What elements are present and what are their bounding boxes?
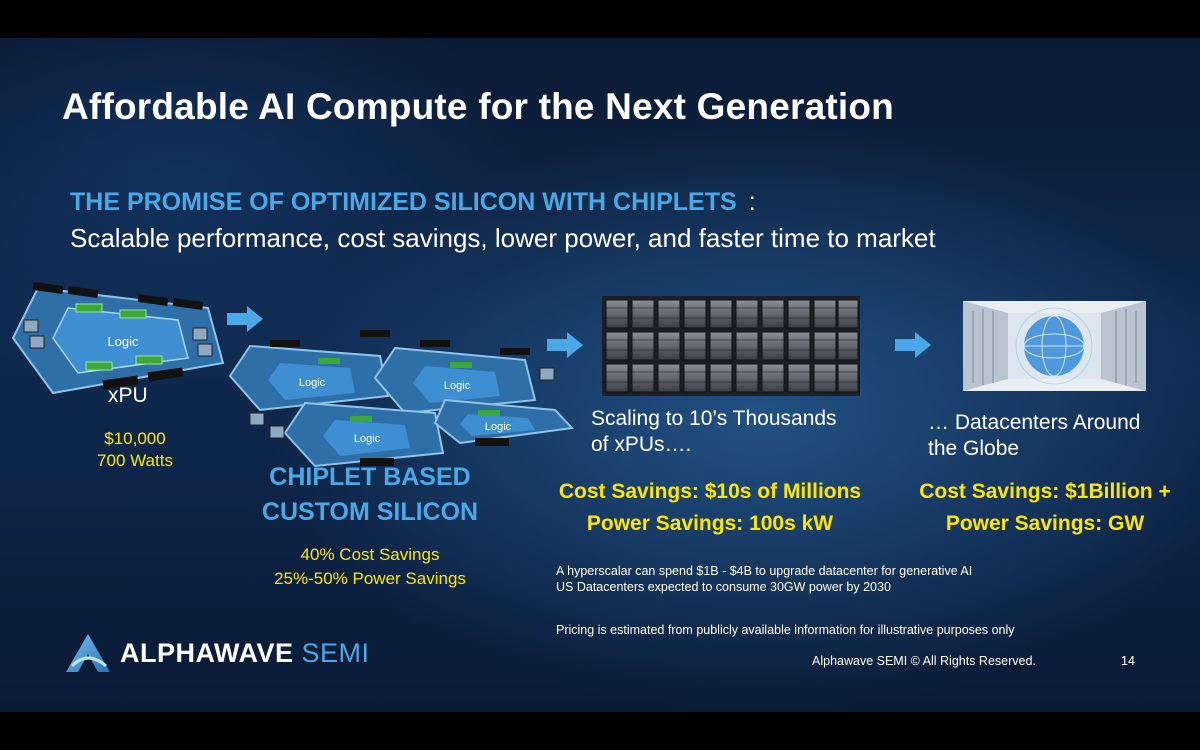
xpu-price: $10,000 [104, 429, 166, 448]
logo-name: ALPHAWAVE [120, 638, 294, 668]
chiplet-title-line2: CUSTOM SILICON [261, 498, 479, 526]
chiplet-cost-savings: 40% Cost Savings [300, 545, 440, 564]
slide-title: Affordable AI Compute for the Next Gener… [62, 86, 894, 127]
slide: Affordable AI Compute for the Next Gener… [0, 38, 1200, 712]
xpu-power: 700 Watts [97, 451, 173, 470]
scaling-cost-savings: Cost Savings: $10s of Millions [558, 480, 862, 503]
company-logo-wordmark: ALPHAWAVE SEMI [120, 638, 370, 669]
server-rack-array-illustration [602, 296, 860, 396]
scaling-power-savings: Power Savings: 100s kW [586, 512, 834, 535]
chiplet-power-savings: 25%-50% Power Savings [274, 569, 466, 588]
chiplet-logic-label-4: Logic [485, 421, 512, 433]
scaling-caption: Scaling to 10’s Thousands of xPUs…. [591, 406, 881, 458]
datacenter-cost-savings: Cost Savings: $1Billion + [919, 480, 1171, 503]
xpu-logic-label: Logic [107, 334, 139, 349]
promise-colon: : [748, 188, 756, 216]
chiplet-logic-label-3: Logic [354, 433, 381, 445]
scaling-line1: Scaling to 10’s Thousands [591, 407, 837, 430]
scaling-line2: of xPUs…. [591, 433, 692, 456]
alphawave-logo-icon [66, 634, 110, 672]
pricing-disclaimer: Pricing is estimated from publicly avail… [556, 623, 1015, 637]
promise-headline-text: THE PROMISE OF OPTIMIZED SILICON WITH CH… [70, 188, 737, 216]
datacenter-line2: the Globe [928, 437, 1020, 460]
xpu-chip-illustration: Logic [11, 281, 225, 395]
chiplet-logic-label-1: Logic [299, 377, 326, 389]
promise-subline: Scalable performance, cost savings, lowe… [70, 223, 936, 253]
scaling-savings: Cost Savings: $10s of Millions Power Sav… [520, 476, 900, 540]
footnotes: A hyperscalar can spend $1B - $4B to upg… [556, 563, 972, 595]
chiplet-title-line1: CHIPLET BASED [269, 463, 471, 491]
datacenter-savings: Cost Savings: $1Billion + Power Savings:… [895, 476, 1195, 540]
arrow-right-icon [547, 332, 583, 358]
datacenter-globe-illustration [963, 301, 1146, 391]
xpu-price-block: $10,000 700 Watts [80, 428, 190, 472]
chiplet-logic-label-2: Logic [444, 380, 471, 392]
logo-suffix: SEMI [301, 638, 370, 668]
footer-copyright: Alphawave SEMI © All Rights Reserved. [812, 654, 1036, 668]
datacenter-line1: … Datacenters Around [928, 411, 1141, 434]
datacenter-power-savings: Power Savings: GW [945, 512, 1145, 535]
footnote-power: US Datacenters expected to consume 30GW … [556, 580, 891, 594]
chiplet-title: CHIPLET BASED CUSTOM SILICON [240, 460, 500, 530]
chiplet-tile-4: Logic [433, 398, 575, 445]
footnote-spend: A hyperscalar can spend $1B - $4B to upg… [556, 564, 973, 578]
xpu-label: xPU [108, 384, 148, 407]
chiplet-savings: 40% Cost Savings 25%-50% Power Savings [245, 543, 495, 591]
arrow-right-icon [895, 332, 931, 358]
arrow-right-icon [227, 306, 263, 332]
promise-headline: THE PROMISE OF OPTIMIZED SILICON WITH CH… [70, 188, 756, 217]
chiplet-tile-2: Logic [373, 346, 537, 415]
chiplet-tile-3: Logic [283, 401, 445, 468]
page-number: 14 [1121, 654, 1135, 668]
datacenter-caption: … Datacenters Around the Globe [928, 410, 1178, 462]
chiplet-cluster-illustration: Logic Logic Logic Logic [228, 330, 575, 468]
chiplet-tile-1: Logic [228, 344, 390, 412]
